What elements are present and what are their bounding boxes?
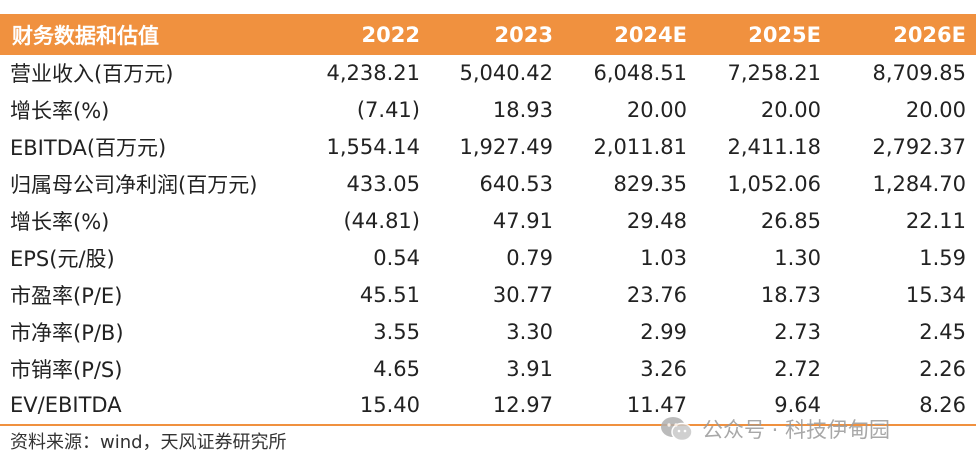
cell-value: 0.79	[506, 245, 553, 270]
row-label: EBITDA(百万元)	[10, 136, 167, 161]
cell-value: 22.11	[905, 209, 966, 233]
cell-value: 26.85	[760, 209, 821, 233]
cell-value: 11.47	[563, 387, 697, 426]
financial-data-table: 财务数据和估值 2022 2023 2024E 2025E 2026E 营业收入…	[0, 14, 976, 426]
cell-value: 1,554.14	[326, 135, 420, 160]
cell-value: 7,258.21	[727, 61, 821, 86]
cell-value: 1.30	[774, 245, 821, 270]
row-label: 市销率(P/S)	[10, 357, 123, 382]
table-row: 市净率(P/B) 3.55 3.30 2.99 2.73 2.45	[0, 313, 976, 350]
table-row: 市盈率(P/E) 45.51 30.77 23.76 18.73 15.34	[0, 276, 976, 313]
cell-value: 4,238.21	[326, 61, 420, 86]
cell-value: 12.97	[430, 387, 563, 426]
header-title: 财务数据和估值	[0, 14, 300, 55]
row-label: EPS(元/股)	[10, 246, 115, 271]
header-year-2024e: 2024E	[563, 14, 697, 55]
cell-value: 20.00	[905, 98, 966, 123]
cell-value: 3.55	[373, 319, 420, 344]
cell-value: 433.05	[346, 172, 420, 197]
row-label: 营业收入(百万元)	[10, 62, 174, 87]
cell-value: 4.65	[373, 356, 420, 381]
cell-value: 20.00	[626, 98, 687, 123]
table-row: 增长率(%) (7.41) 18.93 20.00 20.00 20.00	[0, 92, 976, 129]
cell-value: 640.53	[479, 172, 553, 197]
cell-value: 2,411.18	[727, 135, 821, 160]
cell-value: 23.76	[626, 282, 687, 307]
cell-value: 45.51	[359, 282, 420, 307]
cell-value: 8.26	[831, 387, 976, 426]
cell-value: 2.73	[774, 319, 821, 344]
watermark: 公众号 · 科技伊甸园	[660, 414, 890, 444]
cell-value: 2,792.37	[872, 135, 966, 160]
cell-value: 9.64	[697, 387, 831, 426]
header-year-2025e: 2025E	[697, 14, 831, 55]
cell-value: 15.40	[300, 387, 430, 426]
table-row: 市销率(P/S) 4.65 3.91 3.26 2.72 2.26	[0, 350, 976, 387]
cell-value: (7.41)	[356, 98, 420, 123]
cell-value: 18.93	[492, 98, 553, 123]
table-row: EPS(元/股) 0.54 0.79 1.03 1.30 1.59	[0, 239, 976, 276]
cell-value: 8,709.85	[872, 61, 966, 86]
cell-value: 1,927.49	[459, 135, 553, 160]
row-label: 市盈率(P/E)	[10, 283, 123, 308]
cell-value: 2.99	[640, 319, 687, 344]
cell-value: 3.30	[506, 319, 553, 344]
table-row: EBITDA(百万元) 1,554.14 1,927.49 2,011.81 2…	[0, 129, 976, 166]
row-label: EV/EBITDA	[0, 387, 300, 426]
cell-value: 0.54	[373, 245, 420, 270]
cell-value: 2.72	[774, 356, 821, 381]
cell-value: 47.91	[492, 209, 553, 233]
cell-value: 3.26	[640, 356, 687, 381]
cell-value: 5,040.42	[459, 61, 553, 86]
row-label: 增长率(%)	[10, 99, 110, 124]
table-header-row: 财务数据和估值 2022 2023 2024E 2025E 2026E	[0, 14, 976, 55]
watermark-text: 公众号 · 科技伊甸园	[702, 418, 891, 442]
cell-value: 1.03	[640, 245, 687, 270]
source-note: 资料来源：wind，天风证券研究所	[10, 432, 287, 453]
cell-value: 2,011.81	[593, 135, 687, 160]
cell-value: 1,284.70	[872, 172, 966, 197]
header-year-2023: 2023	[430, 14, 563, 55]
wechat-icon	[661, 417, 693, 442]
cell-value: 6,048.51	[593, 61, 687, 86]
cell-value: 20.00	[760, 98, 821, 123]
cell-value: 1,052.06	[727, 172, 821, 197]
cell-value: 829.35	[613, 172, 687, 197]
cell-value: 2.45	[919, 319, 966, 344]
cell-value: (44.81)	[343, 209, 420, 233]
table-row: EV/EBITDA 15.40 12.97 11.47 9.64 8.26	[0, 387, 976, 426]
header-year-2026e: 2026E	[831, 14, 976, 55]
header-year-2022: 2022	[300, 14, 430, 55]
cell-value: 3.91	[506, 356, 553, 381]
cell-value: 2.26	[919, 356, 966, 381]
financial-table-container: 财务数据和估值 2022 2023 2024E 2025E 2026E 营业收入…	[0, 14, 976, 426]
cell-value: 1.59	[919, 245, 966, 270]
table-row: 增长率(%) (44.81) 47.91 29.48 26.85 22.11	[0, 203, 976, 240]
cell-value: 15.34	[905, 282, 966, 307]
cell-value: 18.73	[760, 282, 821, 307]
row-label: 市净率(P/B)	[10, 320, 124, 345]
cell-value: 29.48	[626, 209, 687, 233]
cell-value: 30.77	[492, 282, 553, 307]
row-label: 归属母公司净利润(百万元)	[10, 173, 258, 198]
table-row: 营业收入(百万元) 4,238.21 5,040.42 6,048.51 7,2…	[0, 55, 976, 92]
table-row: 归属母公司净利润(百万元) 433.05 640.53 829.35 1,052…	[0, 166, 976, 203]
row-label: 增长率(%)	[10, 210, 110, 234]
